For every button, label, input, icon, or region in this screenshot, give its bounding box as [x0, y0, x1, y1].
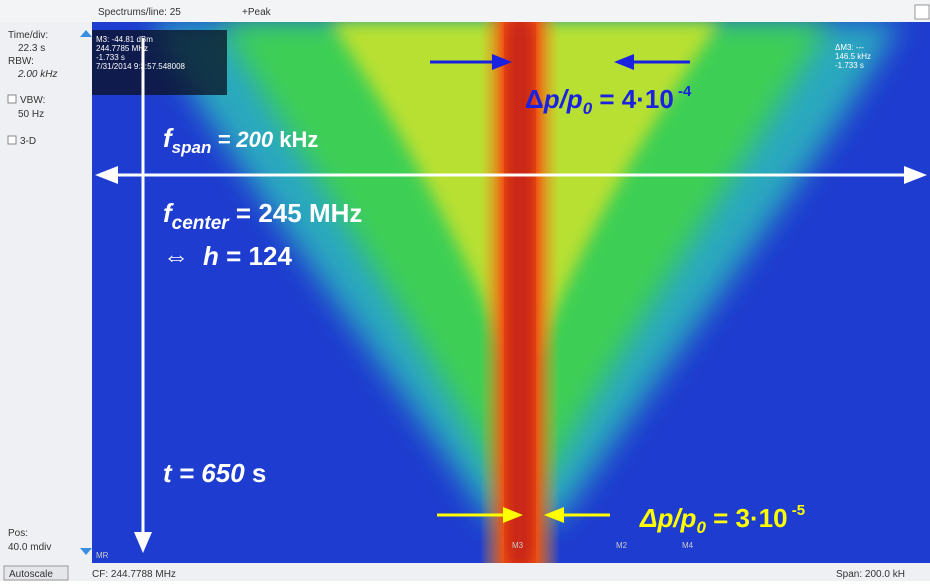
text: = 124: [219, 241, 293, 271]
readout: -1.733 s: [835, 61, 864, 70]
text: h: [203, 241, 219, 271]
checkbox[interactable]: [8, 136, 16, 144]
text: = 245 MHz: [229, 198, 363, 228]
page: {"toolbar":{"spectrums_per_line":"Spectr…: [0, 0, 930, 581]
annotation: t = 650 s: [163, 458, 266, 488]
text: -4: [674, 83, 692, 100]
status: CF: 244.7788 MHz: [92, 569, 176, 580]
text: ⇔: [163, 241, 189, 271]
text: = 4·10: [592, 84, 674, 114]
readout: ΔM3: ---: [835, 43, 864, 52]
readout: -1.733 s: [96, 53, 125, 62]
checkbox[interactable]: [8, 95, 16, 103]
readout: 244.7785 MHz: [96, 44, 148, 53]
screen: M3: -44.81 dBm 244.7785 MHz -1.733 s 7/3…: [0, 0, 930, 581]
value: 40.0 mdiv: [8, 542, 51, 553]
text: center: [172, 213, 231, 234]
text: Δp/p: [639, 503, 697, 533]
marker: M3: [512, 541, 524, 550]
marker: M4: [682, 541, 694, 550]
status: Span: 200.0 kH: [836, 569, 905, 580]
label: 3-D: [20, 136, 36, 147]
annotation: Δp/p0 = 3·10 -5: [639, 502, 805, 537]
button[interactable]: [915, 5, 929, 19]
value: 50 Hz: [18, 109, 44, 120]
text: s: [245, 458, 267, 488]
text: span: [172, 138, 212, 157]
text: = 3·10: [706, 503, 788, 533]
text: -5: [788, 502, 806, 519]
label: Pos:: [8, 528, 28, 539]
toolbar-label: Spectrums/line: 25: [98, 7, 181, 18]
text: kHz: [273, 127, 318, 152]
label: RBW:: [8, 56, 34, 67]
text: Δ: [525, 84, 544, 114]
annotation: Δp/p0 = 4·10 -4: [525, 83, 692, 118]
text: = 200: [211, 127, 274, 152]
value: 22.3 s: [18, 43, 45, 54]
readout: M3: -44.81 dBm: [96, 35, 153, 44]
readout: 146.5 kHz: [835, 52, 871, 61]
annotation: ⇔ h = 124: [163, 241, 292, 271]
value: 2.00 kHz: [17, 69, 57, 80]
readout: 7/31/2014 9:3:57.548008: [96, 62, 186, 71]
label: Time/div:: [8, 30, 48, 41]
text: p/p: [543, 84, 583, 114]
marker: M2: [616, 541, 628, 550]
text: t = 650: [163, 458, 245, 488]
toolbar-label[interactable]: +Peak: [242, 7, 272, 18]
marker: MR: [96, 551, 109, 560]
button-label[interactable]: Autoscale: [9, 569, 53, 580]
label: VBW:: [20, 95, 45, 106]
